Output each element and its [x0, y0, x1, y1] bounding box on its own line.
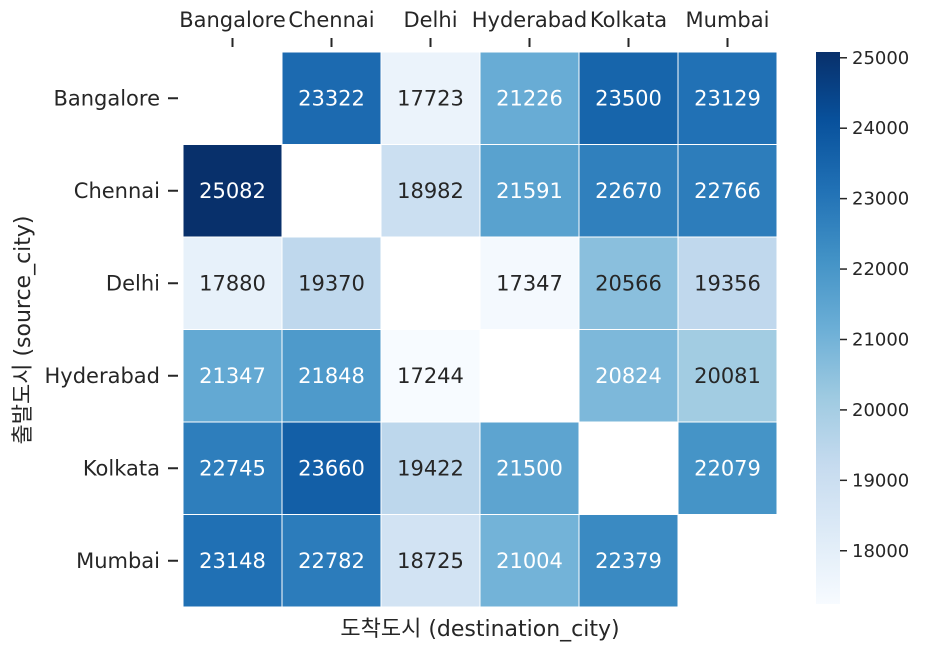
colorbar-tick-label: 19000 — [852, 470, 909, 491]
heatmap-cell — [578, 329, 679, 423]
heatmap-cell — [479, 236, 580, 330]
cell-value-label: 21591 — [496, 179, 563, 203]
cell-value-label: 21226 — [496, 86, 563, 110]
heatmap-cell — [182, 144, 283, 238]
cell-value-label: 18982 — [397, 179, 464, 203]
cell-value-label: 21004 — [496, 549, 563, 573]
heatmap-cell — [380, 514, 481, 608]
y-tick-label: Delhi — [106, 271, 160, 295]
heatmap-cell — [578, 236, 679, 330]
heatmap-cell — [578, 514, 679, 608]
cell-value-label: 22379 — [595, 549, 662, 573]
cell-value-label: 22782 — [298, 549, 365, 573]
colorbar-tick-label: 23000 — [852, 189, 909, 210]
colorbar — [816, 52, 840, 604]
x-tick-label: Delhi — [403, 8, 457, 32]
cell-value-label: 23660 — [298, 456, 365, 480]
cell-value-label: 20824 — [595, 364, 662, 388]
x-axis-title: 도착도시 (destination_city) — [340, 617, 619, 642]
cell-value-label: 19370 — [298, 271, 365, 295]
cell-value-label: 18725 — [397, 549, 464, 573]
x-axis-ticks: Bangalore Chennai Delhi Hyderabad Kolkata Mum… — [179, 8, 769, 47]
cell-value-label: 22745 — [199, 456, 266, 480]
cell-value-label: 17347 — [496, 271, 563, 295]
heatmap-cells: 23322 17723 21226 23500 23129 25082 18982 21591… — [182, 51, 778, 608]
heatmap-cell — [479, 144, 580, 238]
cell-value-label: 23322 — [298, 86, 365, 110]
colorbar-tick-label: 20000 — [852, 400, 909, 421]
cell-value-label: 22766 — [694, 179, 761, 203]
x-tick-label: Bangalore — [179, 8, 286, 32]
cell-value-label: 17244 — [397, 364, 464, 388]
x-tick-label: Kolkata — [590, 8, 667, 32]
colorbar-tick-label: 22000 — [852, 259, 909, 280]
y-tick-label: Hyderabad — [45, 364, 161, 388]
y-tick-label: Mumbai — [76, 549, 160, 573]
heatmap-cell — [380, 51, 481, 145]
heatmap-cell — [182, 329, 283, 423]
cell-value-label: 20081 — [694, 364, 761, 388]
cell-value-label: 19356 — [694, 271, 761, 295]
cell-value-label: 20566 — [595, 271, 662, 295]
y-axis-title: 출발도시 (source_city) — [11, 215, 36, 444]
heatmap-cell — [281, 514, 382, 608]
heatmap-cell — [479, 514, 580, 608]
cell-value-label: 21347 — [199, 364, 266, 388]
heatmap-cell — [380, 144, 481, 238]
y-tick-label: Kolkata — [83, 456, 160, 480]
cell-value-label: 23148 — [199, 549, 266, 573]
heatmap-cell — [281, 236, 382, 330]
heatmap-cell — [479, 421, 580, 515]
heatmap-cell — [182, 421, 283, 515]
heatmap-cell — [677, 51, 778, 145]
cell-value-label: 21848 — [298, 364, 365, 388]
y-axis-ticks: Bangalore Chennai Delhi Hyderabad Kolkata Mum… — [45, 86, 178, 573]
colorbar-tick-label: 21000 — [852, 329, 909, 350]
heatmap-cell — [281, 51, 382, 145]
heatmap-cell — [677, 329, 778, 423]
cell-value-label: 25082 — [199, 179, 266, 203]
heatmap-cell — [677, 144, 778, 238]
cell-value-label: 23500 — [595, 86, 662, 110]
x-tick-label: Hyderabad — [472, 8, 588, 32]
heatmap-cell — [677, 421, 778, 515]
heatmap-cell — [380, 329, 481, 423]
heatmap-cell — [479, 51, 580, 145]
colorbar-tick-label: 24000 — [852, 118, 909, 139]
heatmap-cell — [380, 421, 481, 515]
cell-value-label: 17880 — [199, 271, 266, 295]
heatmap-cell — [578, 51, 679, 145]
colorbar-tick-label: 25000 — [852, 48, 909, 69]
x-tick-label: Mumbai — [686, 8, 770, 32]
y-tick-label: Chennai — [74, 179, 160, 203]
colorbar-ticks: 18000 19000 20000 21000 22000 23000 24000 25000 — [840, 48, 909, 562]
cell-value-label: 23129 — [694, 86, 761, 110]
cell-value-label: 17723 — [397, 86, 464, 110]
heatmap-cell — [281, 329, 382, 423]
cell-value-label: 22670 — [595, 179, 662, 203]
heatmap-cell — [281, 421, 382, 515]
colorbar-tick-label: 18000 — [852, 541, 909, 562]
cell-value-label: 19422 — [397, 456, 464, 480]
x-tick-label: Chennai — [288, 8, 374, 32]
y-tick-label: Bangalore — [53, 86, 160, 110]
heatmap-cell — [677, 236, 778, 330]
cell-value-label: 22079 — [694, 456, 761, 480]
cell-value-label: 21500 — [496, 456, 563, 480]
